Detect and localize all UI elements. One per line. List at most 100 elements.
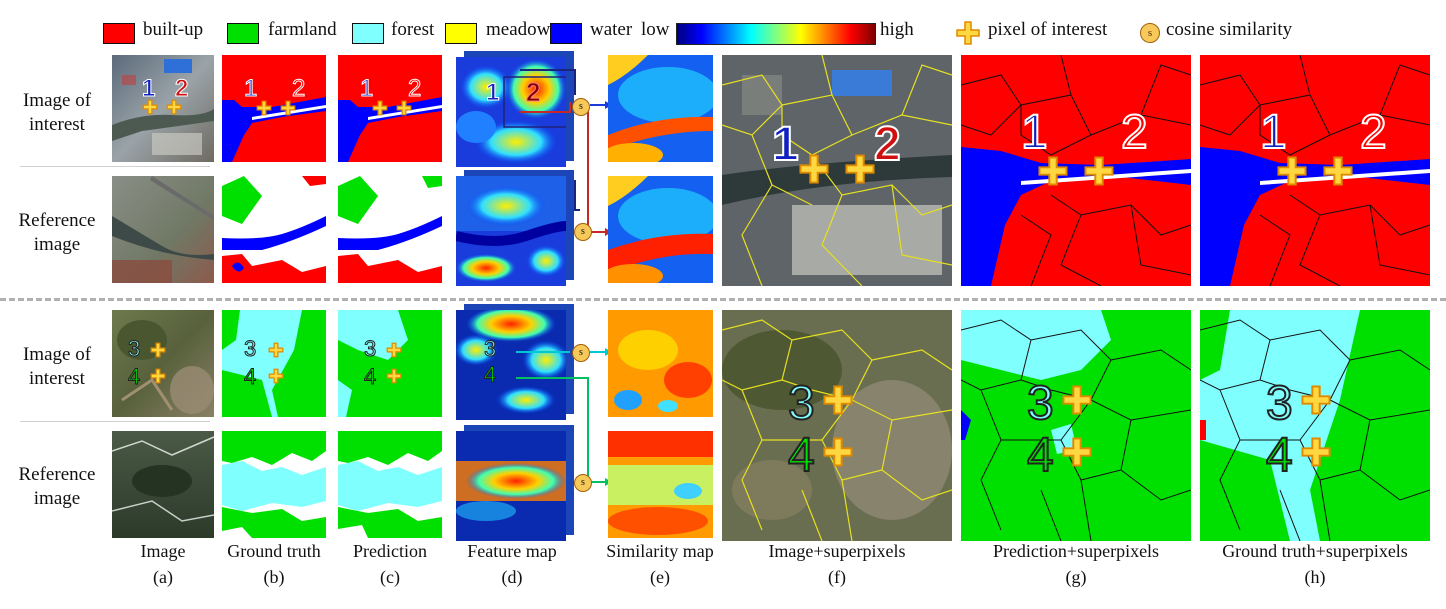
pixel-of-interest-icon: [268, 342, 284, 358]
legend-swatch-farmland: [227, 23, 259, 44]
marker-2: 2: [407, 75, 422, 103]
marker-1: 1: [141, 75, 156, 103]
pixel-of-interest-icon: [372, 100, 388, 116]
similarity-map-top-2: [608, 176, 713, 283]
image-top-reference: [112, 176, 214, 283]
marker-3: 3: [243, 336, 257, 362]
cosine-symbol: s: [579, 347, 583, 358]
marker-4: 4: [1265, 428, 1294, 483]
pixel-of-interest-icon: [1301, 437, 1331, 467]
marker-4: 4: [787, 428, 816, 483]
legend-label-farmland: farmland: [268, 19, 337, 40]
feature-map-bottom-interest: 3 4: [456, 310, 566, 420]
pixel-of-interest-icon: [166, 99, 182, 115]
colorbar-high-label: high: [880, 19, 914, 40]
column-letter-b: (b): [263, 567, 285, 587]
pixel-of-interest-icon: [956, 21, 980, 45]
column-title-ground-truth: Ground truth: [227, 541, 321, 561]
legend-label-meadow: meadow: [486, 19, 551, 40]
prediction-bottom-interest: 3 4: [338, 310, 442, 417]
marker-1: 1: [359, 75, 374, 103]
row-label-bottom-interest: Image of interest: [2, 343, 112, 391]
column-letter-f: (f): [828, 567, 846, 587]
legend-swatch-forest: [352, 23, 384, 44]
pixel-of-interest-icon: [268, 368, 284, 384]
cosine-similarity-node: s: [574, 223, 592, 241]
legend-label-forest: forest: [391, 19, 435, 40]
ground-truth-bottom-interest: 3 4: [222, 310, 326, 417]
prediction-bottom-reference: [338, 431, 442, 538]
pixel-of-interest-icon: [280, 100, 296, 116]
cosine-symbol: s: [579, 101, 583, 112]
column-letter-c: (c): [380, 567, 400, 587]
prediction-top-interest: 1 2: [338, 55, 442, 162]
pixel-of-interest-icon: [1038, 156, 1068, 186]
marker-4: 4: [243, 364, 257, 390]
column-letter-h: (h): [1304, 567, 1326, 587]
connector-lines-top: [520, 69, 612, 236]
marker-2: 2: [174, 75, 189, 103]
column-title-prediction-superpixels: Prediction+superpixels: [992, 541, 1160, 561]
legend-swatch-meadow: [445, 23, 477, 44]
column-letter-a: (a): [153, 567, 173, 587]
cosine-similarity-node: s: [572, 344, 590, 362]
pixel-of-interest-icon: [823, 437, 853, 467]
marker-1: 1: [771, 117, 800, 172]
cosine-similarity-node: s: [572, 98, 590, 116]
ground-truth-bottom-reference: [222, 431, 326, 538]
row-label-line: interest: [29, 368, 85, 389]
pixel-of-interest-icon: [823, 385, 853, 415]
similarity-map-bottom-2: [608, 431, 713, 538]
row-label-line: Reference: [18, 464, 96, 485]
cosine-similarity-node: s: [574, 474, 592, 492]
column-title-ground-truth-superpixels: Ground truth+superpixels: [1222, 541, 1408, 561]
row-divider: [20, 166, 210, 167]
pixel-of-interest-icon: [845, 154, 875, 184]
pixel-of-interest-icon: [1084, 156, 1114, 186]
colorbar: [676, 23, 876, 45]
marker-3: 3: [363, 336, 377, 362]
connector-lines-bottom: [516, 348, 612, 486]
legend-label-pixel-of-interest: pixel of interest: [988, 19, 1108, 40]
column-letter-g: (g): [1065, 567, 1087, 587]
pixel-of-interest-icon: [1323, 156, 1353, 186]
prediction-top-reference: [338, 176, 442, 283]
ground-truth-top-interest: 1 2: [222, 55, 326, 162]
row-label-top-reference: Reference image: [2, 209, 112, 257]
pixel-of-interest-icon: [256, 100, 272, 116]
feature-map-bottom-reference: [456, 431, 566, 541]
row-label-line: image: [33, 234, 81, 255]
marker-2: 2: [1120, 105, 1149, 160]
pixel-of-interest-icon: [150, 368, 166, 384]
cosine-symbol: s: [581, 226, 585, 237]
cosine-similarity-icon: s: [1140, 23, 1160, 43]
column-title-image-superpixels: Image+superpixels: [768, 541, 906, 561]
column-title-image: Image: [140, 541, 186, 561]
pixel-of-interest-icon: [1062, 385, 1092, 415]
marker-2: 2: [873, 117, 902, 172]
pixel-of-interest-icon: [1062, 437, 1092, 467]
marker-1: 1: [1020, 105, 1049, 160]
column-title-prediction: Prediction: [353, 541, 427, 561]
column-title-feature-map: Feature map: [467, 541, 557, 561]
row-label-line: interest: [29, 114, 85, 135]
row-label-line: Image of: [22, 344, 92, 365]
marker-1: 1: [1259, 105, 1288, 160]
row-label-bottom-reference: Reference image: [2, 463, 112, 511]
column-title-similarity-map: Similarity map: [606, 541, 714, 561]
cosine-symbol: s: [581, 477, 585, 488]
row-label-top-interest: Image of interest: [2, 89, 112, 137]
row-label-line: image: [33, 488, 81, 509]
image-top-interest: 1 2: [112, 55, 214, 162]
marker-2: 2: [291, 75, 306, 103]
marker-3: 3: [127, 336, 141, 362]
pixel-of-interest-icon: [799, 154, 829, 184]
prediction-superpixels-bottom: 3 4: [961, 310, 1191, 541]
marker-3: 3: [1026, 376, 1055, 431]
pixel-of-interest-icon: [150, 342, 166, 358]
legend: built-up farmland forest meadow water lo…: [0, 16, 1446, 50]
ground-truth-superpixels-top: 1 2: [1200, 55, 1430, 286]
marker-4: 4: [483, 362, 497, 388]
cosine-symbol: s: [1147, 27, 1153, 39]
legend-label-built-up: built-up: [143, 19, 204, 40]
